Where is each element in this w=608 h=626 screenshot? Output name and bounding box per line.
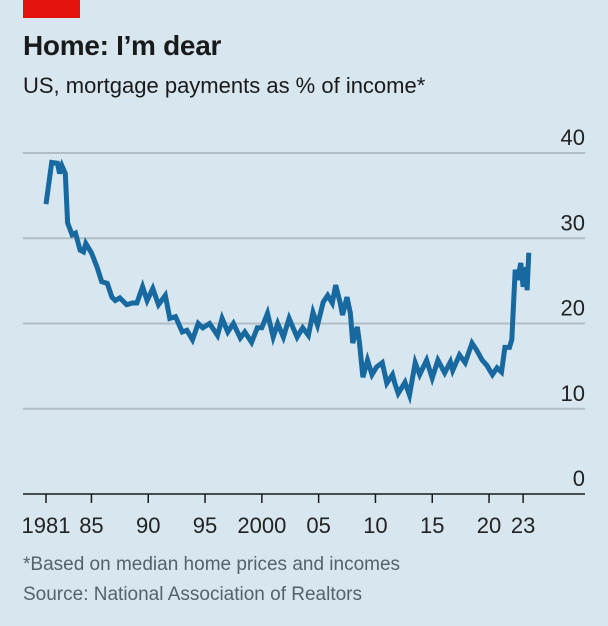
brand-red-bar bbox=[23, 0, 80, 18]
x-tick-label: 15 bbox=[420, 513, 444, 538]
x-tick-label: 23 bbox=[511, 513, 535, 538]
x-tick-label: 10 bbox=[363, 513, 387, 538]
x-tick-label: 20 bbox=[477, 513, 501, 538]
footnote: *Based on median home prices and incomes bbox=[23, 554, 401, 575]
x-tick-label: 2000 bbox=[237, 513, 286, 538]
y-tick-label: 10 bbox=[561, 381, 585, 406]
x-tick-label: 95 bbox=[193, 513, 217, 538]
chart-title: Home: I’m dear bbox=[23, 30, 222, 61]
x-tick-label: 90 bbox=[136, 513, 160, 538]
y-tick-label: 30 bbox=[561, 210, 585, 235]
x-tick-label: 85 bbox=[79, 513, 103, 538]
y-tick-label: 0 bbox=[573, 466, 585, 491]
chart-subtitle: US, mortgage payments as % of income* bbox=[23, 73, 426, 98]
source-note: Source: National Association of Realtors bbox=[23, 584, 363, 605]
x-tick-label: 05 bbox=[306, 513, 330, 538]
y-tick-label: 40 bbox=[561, 125, 585, 150]
series-line bbox=[43, 158, 532, 405]
x-tick-label: 1981 bbox=[22, 513, 71, 538]
y-tick-label: 20 bbox=[561, 296, 585, 321]
